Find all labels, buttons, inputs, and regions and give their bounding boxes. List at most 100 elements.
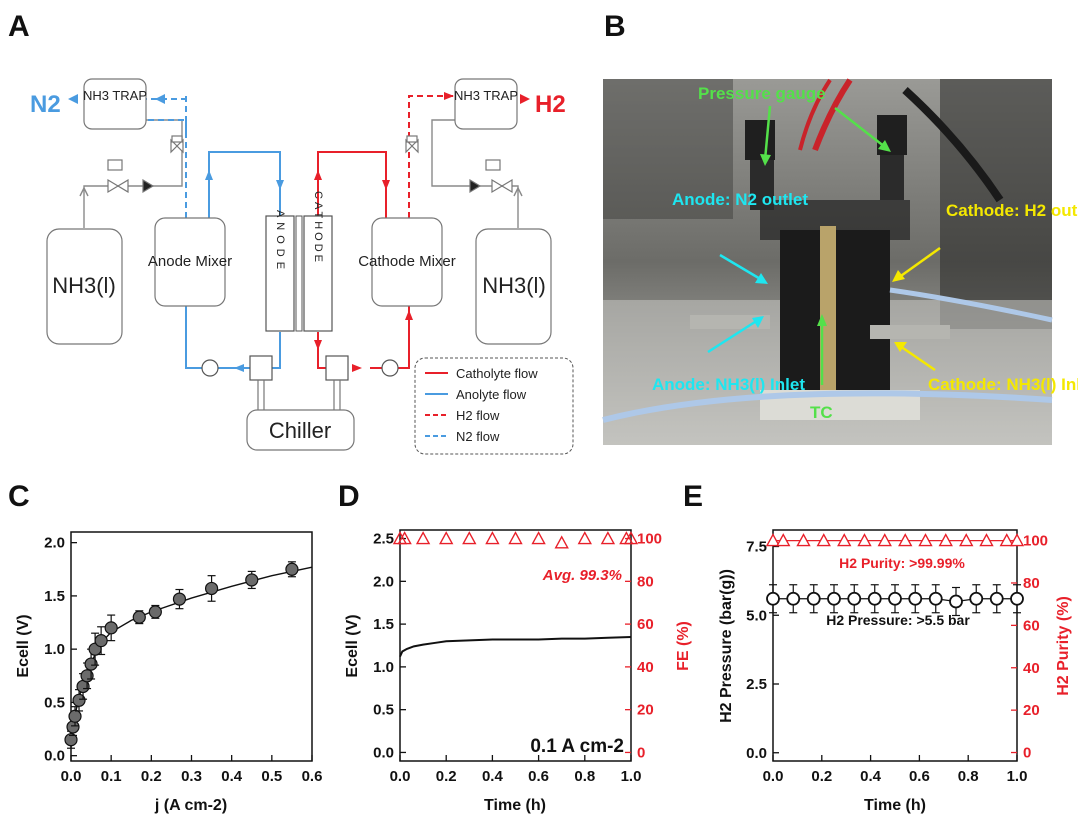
chart-e-x-tick-label: 0.8 bbox=[958, 768, 979, 785]
chart-e-purity-point bbox=[816, 533, 831, 547]
chart-e-purity-point bbox=[796, 533, 811, 547]
chart-d-x-tick-label: 0.2 bbox=[436, 768, 457, 785]
chart-e-pressure-point bbox=[949, 594, 963, 609]
chart-e-x-tick-label: 1.0 bbox=[1007, 768, 1028, 785]
chart-d-ecell-line bbox=[399, 635, 632, 658]
chart-d-fe-point bbox=[600, 531, 616, 545]
chart-e-pressure-point bbox=[908, 591, 923, 606]
cathode-mixer-label: Cathode Mixer bbox=[358, 253, 456, 270]
chart-c-point bbox=[132, 610, 146, 624]
chart-d-x-tick-label: 0.8 bbox=[574, 768, 595, 785]
panel-letter-a: A bbox=[8, 10, 30, 43]
chart-d-fe-point bbox=[554, 535, 569, 549]
chart-c-x-tick-label: 0.1 bbox=[101, 768, 122, 785]
chart-e-purity-point bbox=[938, 533, 953, 547]
chiller-label: Chiller bbox=[269, 418, 331, 443]
chart-e-purity-point bbox=[979, 533, 994, 547]
chart-d-y-tick-label: 1.5 bbox=[373, 616, 394, 633]
panel-letter-b: B bbox=[604, 10, 626, 43]
chart-e-y2-tick-label: 40 bbox=[1023, 660, 1040, 677]
chart-d-y2-tick-label: 20 bbox=[637, 702, 654, 719]
nh3-tank-left-label: NH3(l) bbox=[52, 273, 116, 298]
chart-e-annotation-purity: H2 Purity: >99.99% bbox=[839, 555, 965, 571]
chart-d-x-axis-label: Time (h) bbox=[484, 797, 546, 814]
anode-cell-label: ANODE bbox=[274, 210, 286, 274]
chart-e-x-tick-label: 0.2 bbox=[811, 768, 832, 785]
chart-c-point bbox=[148, 605, 162, 619]
chart-c-point bbox=[204, 581, 219, 596]
chart-e-pressure-point bbox=[969, 591, 984, 606]
chart-c-point bbox=[94, 634, 108, 648]
chart-e-y-tick-label: 7.5 bbox=[746, 539, 767, 556]
chart-d-x-tick-label: 1.0 bbox=[621, 768, 642, 785]
chart-c-point bbox=[68, 709, 82, 723]
chart-e-purity-point bbox=[918, 533, 933, 547]
chart-d-fe-point bbox=[485, 531, 500, 545]
chart-d-stability: 0.0 0.2 0.4 0.6 0.8 1.0 0.0 0.5 1.0 1.5 2.0 2.5 0 20 4… bbox=[344, 529, 692, 814]
chart-c-y-axis-label: Ecell (V) bbox=[15, 614, 32, 677]
chart-e-pressure-point bbox=[827, 591, 841, 606]
legend-anolyte: Anolyte flow bbox=[456, 387, 527, 402]
chart-d-y2-tick-label: 40 bbox=[637, 659, 654, 676]
chart-e-pressure-point bbox=[867, 591, 882, 606]
chart-d-fe-point bbox=[623, 531, 639, 545]
chart-c-x-tick-label: 0.3 bbox=[181, 768, 202, 785]
chart-e-x-tick-label: 0.4 bbox=[860, 768, 882, 785]
chart-c-x-axis-label: j (A cm-2) bbox=[154, 797, 227, 814]
photo-label-cathode-h2-outlet: Cathode: H2 outlet bbox=[946, 201, 1078, 220]
anode-mixer-label: Anode Mixer bbox=[148, 253, 232, 270]
photo-label-pressure-gauge: Pressure gauge bbox=[698, 84, 826, 103]
chart-c-y-tick-label: 2.0 bbox=[44, 535, 65, 552]
chart-c-y-tick-label: 0.5 bbox=[44, 694, 65, 711]
chart-d-y-tick-label: 0.0 bbox=[373, 744, 394, 761]
chart-e-purity-point bbox=[1009, 533, 1025, 547]
chart-d-annotation-avg: Avg. 99.3% bbox=[542, 567, 622, 584]
chart-e-pressure-point bbox=[766, 591, 780, 606]
chart-d-y-tick-label: 0.5 bbox=[373, 702, 394, 719]
chart-e-x-axis-label: Time (h) bbox=[864, 797, 926, 814]
chart-e-pressure-point bbox=[847, 591, 862, 606]
chart-e-purity-point bbox=[837, 533, 852, 547]
chart-c-y-tick-label: 0.0 bbox=[44, 748, 65, 765]
chart-d-y2-tick-label: 100 bbox=[637, 531, 662, 548]
chart-c-polarization-curve: 0.0 0.1 0.2 0.3 0.4 0.5 0.6 0.0 0.5 1.0 1.5 2.0 j (… bbox=[15, 531, 322, 814]
chart-e-pressure-point bbox=[928, 591, 943, 606]
chart-e-purity-point bbox=[877, 533, 892, 547]
photo-label-tc: TC bbox=[810, 403, 833, 422]
chart-c-point bbox=[285, 562, 299, 576]
chart-e-y2-tick-label: 0 bbox=[1023, 745, 1031, 762]
chart-e-y-tick-label: 5.0 bbox=[746, 607, 767, 624]
chart-e-y2-tick-label: 20 bbox=[1023, 702, 1040, 719]
chart-d-annotation-current: 0.1 A cm-2 bbox=[530, 736, 624, 757]
chart-c-fit-line bbox=[70, 566, 313, 748]
chart-e-purity-point bbox=[959, 533, 974, 547]
photo-label-anode-n2-outlet: Anode: N2 outlet bbox=[672, 190, 808, 209]
chart-c-point bbox=[172, 592, 187, 606]
chart-d-y2-tick-label: 60 bbox=[637, 616, 654, 633]
chart-c-point bbox=[72, 693, 86, 707]
chart-e-pressure-point bbox=[1010, 591, 1024, 606]
chart-d-fe-point bbox=[439, 531, 454, 545]
chart-e-pressure-point bbox=[989, 591, 1004, 606]
chart-e-y-tick-label: 0.0 bbox=[746, 745, 767, 762]
n2-output-label: N2 bbox=[30, 91, 61, 118]
chart-d-y-axis-label: Ecell (V) bbox=[344, 614, 361, 677]
photo-label-anode-nh3-inlet: Anode: NH3(l) Inlet bbox=[652, 375, 805, 394]
chart-c-point bbox=[84, 657, 98, 671]
chart-e-y2-tick-label: 60 bbox=[1023, 617, 1040, 634]
chart-d-fe-point bbox=[415, 531, 431, 545]
experimental-setup-photo: Pressure gauge Anode: N2 outlet Cathode:… bbox=[602, 78, 1078, 445]
chart-c-x-tick-label: 0.4 bbox=[221, 768, 243, 785]
chart-c-x-tick-label: 0.0 bbox=[61, 768, 82, 785]
chart-d-fe-point bbox=[508, 531, 523, 545]
chart-e-pressure-purity: 0.0 0.2 0.4 0.6 0.8 1.0 0.0 2.5 5.0 7.5 0 20 40 60 80 1… bbox=[718, 529, 1072, 814]
cathode-cell-label: CATHODE bbox=[312, 191, 324, 265]
chart-c-x-tick-label: 0.5 bbox=[261, 768, 282, 785]
nh3-trap-label-right: NH3 TRAP bbox=[454, 88, 518, 103]
chart-e-y2-tick-label: 80 bbox=[1023, 575, 1040, 592]
chart-c-point bbox=[64, 733, 78, 747]
photo-label-cathode-nh3-inlet: Cathode: NH3(l) Inlet bbox=[928, 375, 1078, 394]
h2-output-label: H2 bbox=[535, 91, 566, 118]
chart-e-pressure-point bbox=[888, 591, 902, 606]
chart-e-y-axis-label: H2 Pressure (bar(g)) bbox=[718, 569, 735, 723]
